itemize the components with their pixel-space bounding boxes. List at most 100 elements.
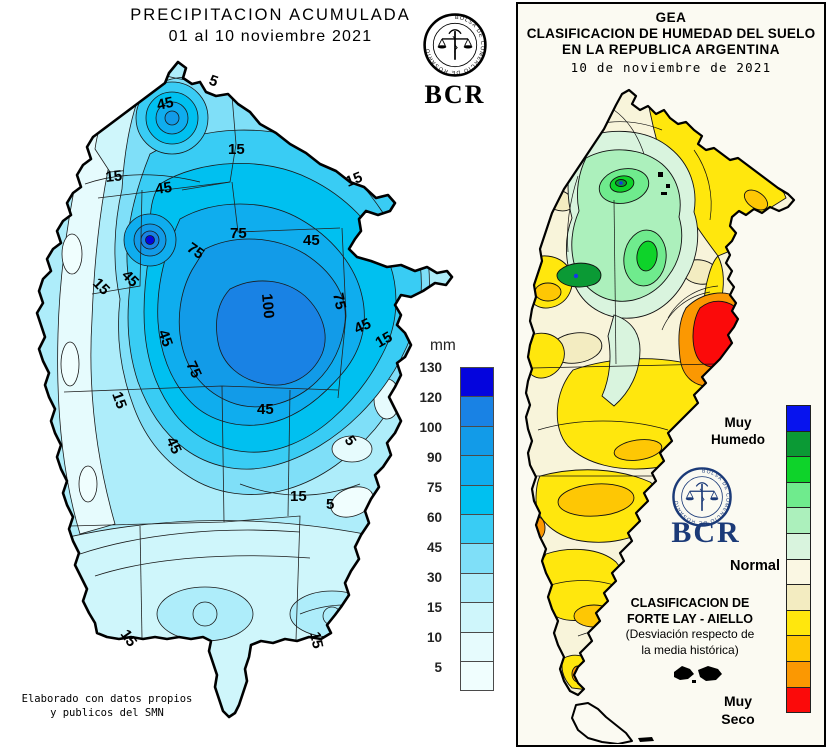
classification-line: (Desviación respecto de [625, 627, 755, 641]
legend-swatch [786, 405, 811, 432]
contour-label: 75 [329, 291, 349, 311]
gea-title: GEA [655, 10, 687, 25]
precipitation-map: 5 45 15 15 45 15 75 45 75 45 15 100 75 4… [35, 60, 454, 719]
classification-line: CLASIFICACION DE [630, 596, 750, 610]
legend-tick: 10 [426, 630, 442, 645]
contour-label: 5 [326, 496, 334, 513]
bcr-seal-icon: BOLSA DE COMERCIO DE ROSARIO [422, 12, 488, 83]
soil-moisture-legend [786, 405, 811, 714]
humid-mint-tongue [601, 314, 641, 407]
bcr-logo-text: BCR [671, 516, 741, 549]
legend-swatch [460, 455, 494, 486]
isla-de-los-estados [638, 737, 654, 742]
legend-swatch [460, 425, 494, 457]
contour-label: 45 [155, 94, 175, 114]
very-humid-dot [573, 273, 579, 279]
gold-patch [613, 439, 663, 461]
coastal-humid-ring [619, 549, 669, 595]
station-marker [658, 172, 663, 177]
legend-label-line: Seco [721, 711, 755, 727]
legend-label-muy-humedo: Muy Humedo [696, 414, 780, 448]
legend-swatch [786, 456, 811, 483]
legend-swatch [460, 572, 494, 604]
contour-label: 15 [108, 390, 130, 411]
legend-tick: 30 [426, 570, 442, 585]
band-0-5-pocket [61, 233, 83, 275]
contour-label: 75 [182, 359, 204, 381]
classification-line: FORTE LAY - AIELLO [627, 611, 753, 626]
legend-swatch [786, 660, 811, 688]
argentina-north-outline [35, 60, 454, 719]
band-15-30-south-blob [289, 590, 375, 638]
gold-patch [534, 282, 562, 302]
legend-swatch [786, 609, 811, 637]
coastal-humid-ring [628, 558, 664, 590]
legend-swatch [460, 602, 494, 633]
contour-label: 15 [105, 167, 123, 186]
contour-labels: 5 45 15 15 45 15 75 45 75 45 15 100 75 4… [89, 72, 395, 650]
argentina-outline-stroke [524, 88, 796, 697]
orange-patch [740, 215, 757, 249]
contour-label: 45 [154, 179, 173, 198]
legend-tick: 15 [426, 600, 442, 615]
legend-tick: 130 [419, 360, 442, 375]
contour-label: 15 [117, 627, 140, 650]
contour-label: 15 [228, 141, 245, 158]
contour-label: 15 [373, 328, 396, 351]
contour-label: 45 [162, 435, 184, 457]
station-marker [666, 184, 670, 188]
coastal-humid-ring [637, 565, 659, 585]
humid-green-core [636, 240, 658, 272]
humid-dark-green-core [556, 262, 602, 288]
legend-swatch [786, 430, 811, 458]
legend-swatch [786, 481, 811, 509]
precipitation-title: PRECIPITACION ACUMULADA [130, 6, 411, 24]
bcr-seal-icon: BOLSA DE COMERCIO DE ROSARIO [671, 466, 733, 533]
band-15-30-south-blob [156, 586, 254, 642]
legend-label-normal: Normal [730, 558, 780, 574]
band-0-5-pocket [78, 465, 98, 503]
contour-label: 5 [207, 72, 221, 91]
legend-label-line: Humedo [711, 432, 765, 447]
contour-label: 45 [154, 328, 176, 349]
gold-patch [743, 189, 769, 211]
contour-label: 45 [303, 232, 320, 249]
legend-swatch [786, 558, 811, 586]
precipitation-legend-labels: 130 120 100 90 75 60 45 30 15 10 5 [404, 360, 452, 718]
legend-swatch [460, 631, 494, 662]
legend-swatch [460, 396, 494, 427]
legend-swatch [786, 635, 811, 662]
band-100-120 [216, 280, 326, 386]
contour-label: 15 [306, 630, 326, 650]
classification-line: la media histórica) [641, 642, 739, 657]
source-note-line1: Elaborado con datos propios [21, 693, 193, 705]
soil-moisture-date: 10 de noviembre de 2021 [570, 60, 772, 75]
legend-swatch [786, 532, 811, 560]
legend-swatch [786, 686, 811, 714]
soil-moisture-title: CLASIFICACION DE HUMEDAD DEL SUELO [526, 26, 816, 41]
soil-moisture-subtitle: EN LA REPUBLICA ARGENTINA [562, 42, 780, 57]
station-marker [661, 192, 667, 195]
gold-patch [557, 483, 635, 517]
legend-label-line: Muy [724, 693, 752, 709]
red-very-dry-zone [692, 300, 746, 368]
legend-swatch [786, 584, 811, 611]
legend-unit-label: mm [430, 337, 456, 354]
classification-note: CLASIFICACION DE FORTE LAY - AIELLO (Des… [562, 596, 818, 658]
legend-swatch [460, 543, 494, 574]
malvinas-islands [674, 666, 722, 683]
legend-tick: 100 [419, 420, 442, 435]
dry-yellow-region [526, 332, 565, 379]
very-humid-dot [619, 181, 623, 185]
top-peak-core [164, 110, 180, 126]
tierra-del-fuego [571, 702, 633, 744]
west-peak-core [145, 235, 155, 245]
legend-swatch [786, 507, 811, 534]
band-0-5-pocket [60, 341, 80, 387]
band-5-10-se [331, 435, 373, 463]
band-5-10-west [57, 113, 123, 535]
legend-tick: 45 [426, 540, 442, 555]
source-note-line2: y publicos del SMN [50, 707, 164, 719]
bcr-logo-text: BCR [424, 80, 486, 109]
